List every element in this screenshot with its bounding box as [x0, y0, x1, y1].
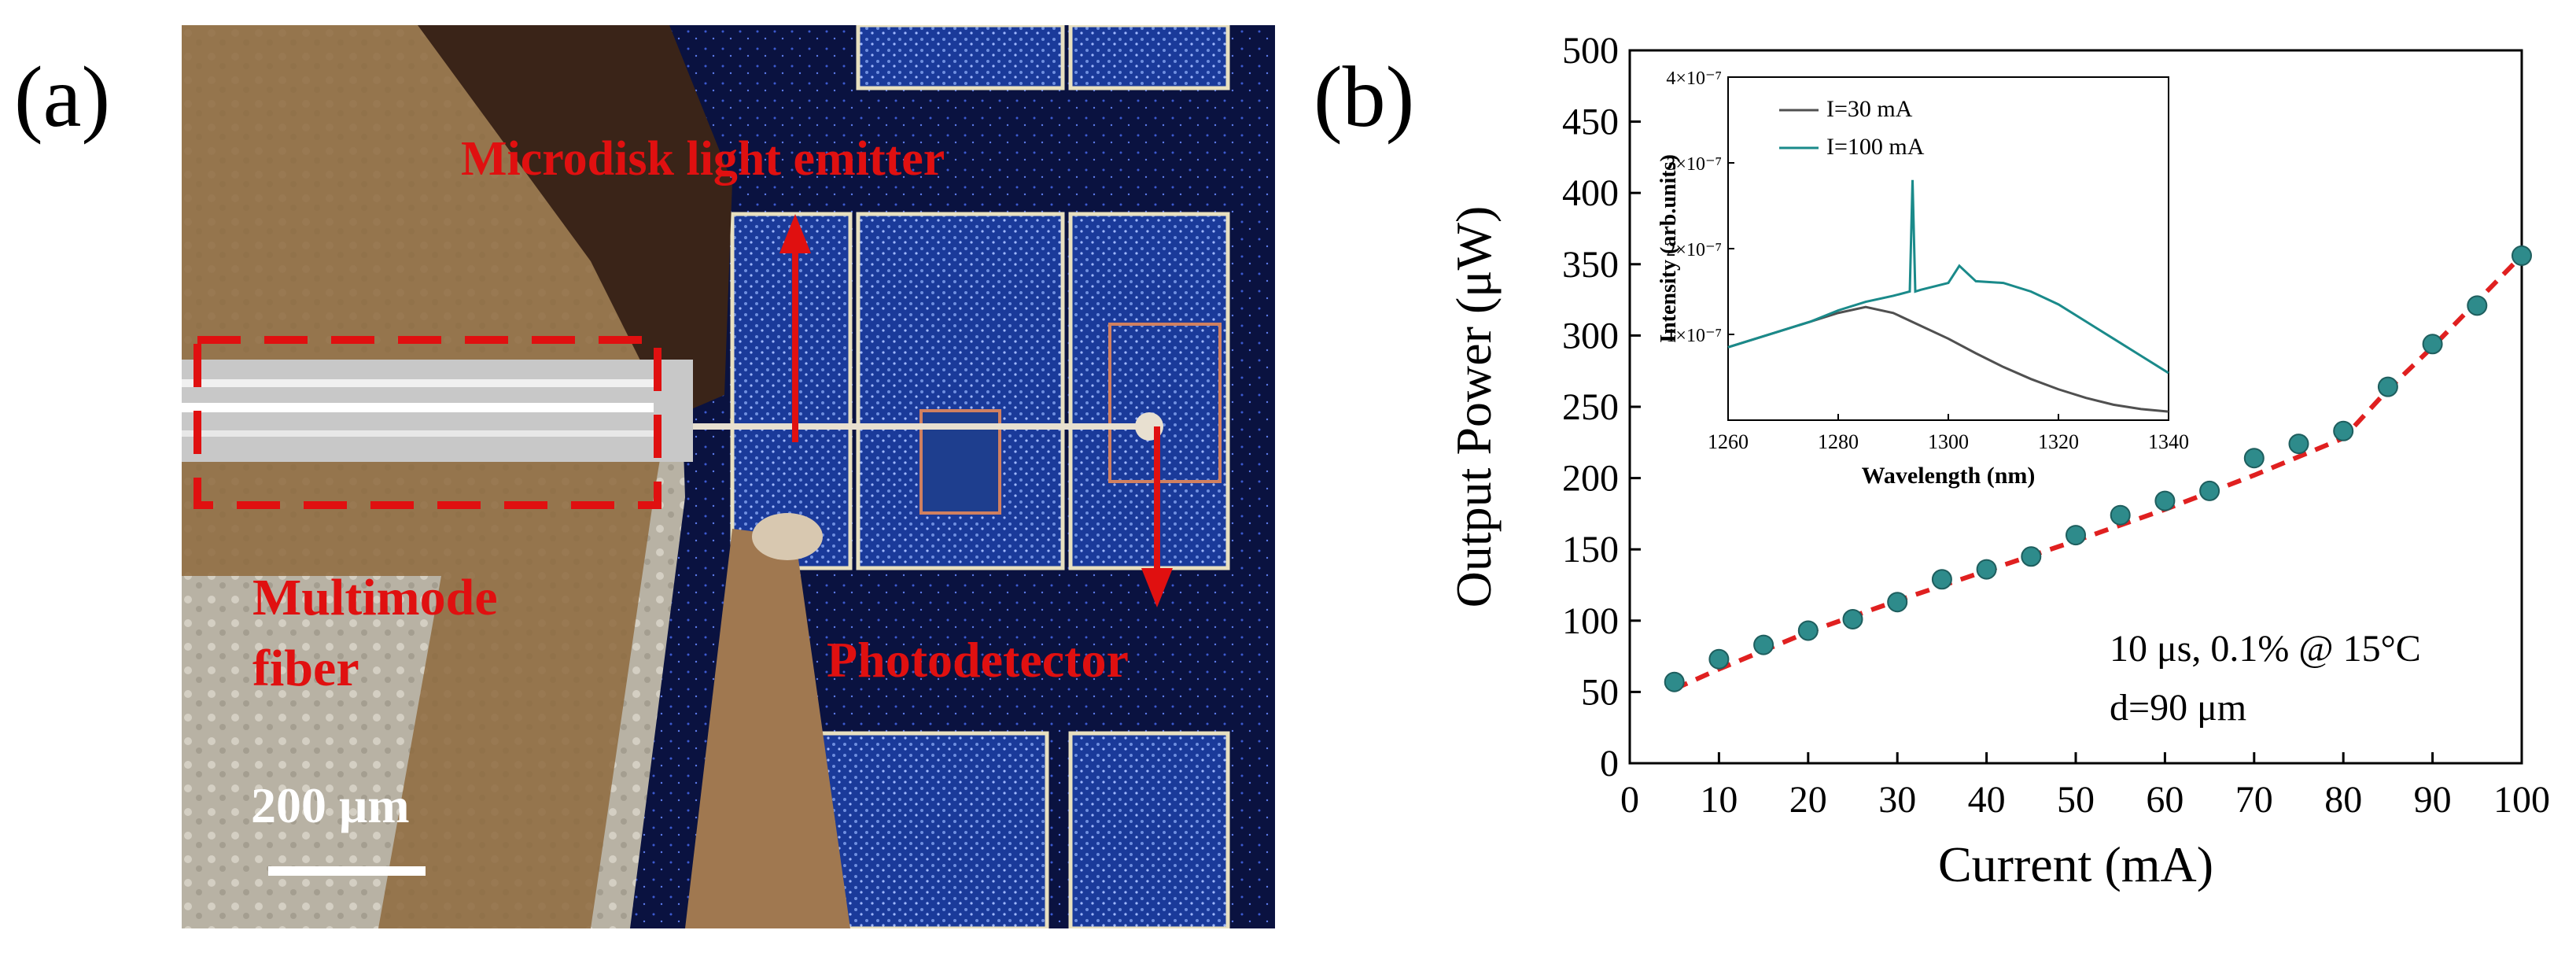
y-tick-label: 100: [1562, 600, 1619, 642]
data-point: [1797, 620, 1819, 641]
inset-legend-label: I=100 mA: [1826, 134, 1925, 160]
data-point: [2288, 434, 2309, 455]
x-tick-label: 0: [1620, 779, 1639, 821]
x-tick-label: 20: [1789, 779, 1827, 821]
panel-a-label: (a): [14, 49, 111, 145]
data-point: [1976, 559, 1997, 580]
y-axis-label: Output Power (μW): [1446, 206, 1502, 608]
inset-y-tick-label: 4×10⁻⁷: [1666, 68, 1722, 89]
y-tick-label: 450: [1562, 102, 1619, 143]
data-point: [2512, 245, 2532, 266]
y-tick-label: 0: [1600, 743, 1619, 784]
data-point: [1887, 592, 1908, 613]
inset-x-axis-label: Wavelength (nm): [1862, 463, 2036, 489]
y-tick-label: 200: [1562, 458, 1619, 500]
inset-plot-frame: [1727, 76, 2169, 421]
condition-note-line1: 10 μs, 0.1% @ 15°C: [2110, 628, 2421, 670]
fiber-annotation-line2: fiber: [252, 640, 359, 697]
x-tick-label: 100: [2493, 779, 2550, 821]
inset-y-tick-label: 3×10⁻⁷: [1666, 154, 1722, 175]
data-point: [1842, 608, 1863, 629]
data-point: [2021, 546, 2042, 567]
y-tick-label: 50: [1581, 671, 1619, 713]
inset-x-tick-label: 1260: [1708, 430, 1749, 453]
fiber-annotation-line1: Multimode: [252, 569, 498, 626]
inset-legend-label: I=30 mA: [1826, 96, 1913, 122]
x-tick-label: 80: [2324, 779, 2362, 821]
x-tick-label: 50: [2057, 779, 2095, 821]
emitter-annotation: Microdisk light emitter: [461, 132, 945, 186]
inset-x-tick-label: 1300: [1928, 430, 1969, 453]
data-point: [1753, 634, 1774, 655]
inset-chart: 1260 1280 1300 1320 1340 1×10⁻⁷ 2×10⁻⁷ 3×10⁻⁷ 4×…: [1657, 68, 2189, 489]
data-point: [2154, 490, 2176, 511]
y-tick-label: 400: [1562, 172, 1619, 214]
inset-y-tick-label: 1×10⁻⁷: [1666, 326, 1722, 346]
x-tick-label: 60: [2146, 779, 2184, 821]
data-point: [2110, 504, 2131, 526]
data-point: [1931, 569, 1952, 590]
data-point: [1708, 648, 1730, 670]
scale-bar-label: 200 μm: [251, 777, 410, 833]
data-point: [1664, 671, 1685, 692]
inset-x-tick-label: 1320: [2038, 430, 2079, 453]
data-point: [2333, 420, 2354, 441]
y-tick-label: 150: [1562, 529, 1619, 570]
data-point: [2243, 448, 2265, 469]
microscope-photo: Microdisk light emitter Multimode fiber …: [182, 25, 1275, 928]
condition-note-line2: d=90 μm: [2110, 687, 2246, 729]
x-tick-label: 30: [1878, 779, 1916, 821]
inset-y-axis-label: Intensity (arb.units): [1657, 154, 1681, 343]
data-point: [2066, 525, 2086, 546]
inset-x-tick-label: 1280: [1818, 430, 1859, 453]
x-tick-label: 10: [1700, 779, 1738, 821]
x-axis-label: Current (mA): [1938, 836, 2213, 892]
data-point: [2199, 480, 2220, 501]
inset-y-tick-label: 2×10⁻⁷: [1666, 240, 1722, 260]
y-tick-label: 350: [1562, 244, 1619, 286]
photodetector-annotation: Photodetector: [827, 632, 1129, 688]
main-chart: 0 10 20 30 40 50 60 70 80 90 100 0 50 100 150 200 250 300…: [1446, 30, 2550, 892]
data-point: [2377, 376, 2398, 397]
x-tick-label: 40: [1968, 779, 2006, 821]
panel-b-label: (b): [1314, 49, 1415, 145]
inset-series-line: [1727, 179, 2169, 375]
y-tick-label: 500: [1562, 30, 1619, 72]
y-tick-label: 250: [1562, 386, 1619, 428]
data-point: [2467, 295, 2488, 316]
data-point: [2422, 334, 2443, 355]
inset-x-tick-label: 1340: [2148, 430, 2189, 453]
x-tick-label: 70: [2235, 779, 2273, 821]
y-tick-label: 300: [1562, 315, 1619, 356]
microscope-photo-drawing: [182, 25, 1275, 928]
x-tick-label: 90: [2414, 779, 2452, 821]
